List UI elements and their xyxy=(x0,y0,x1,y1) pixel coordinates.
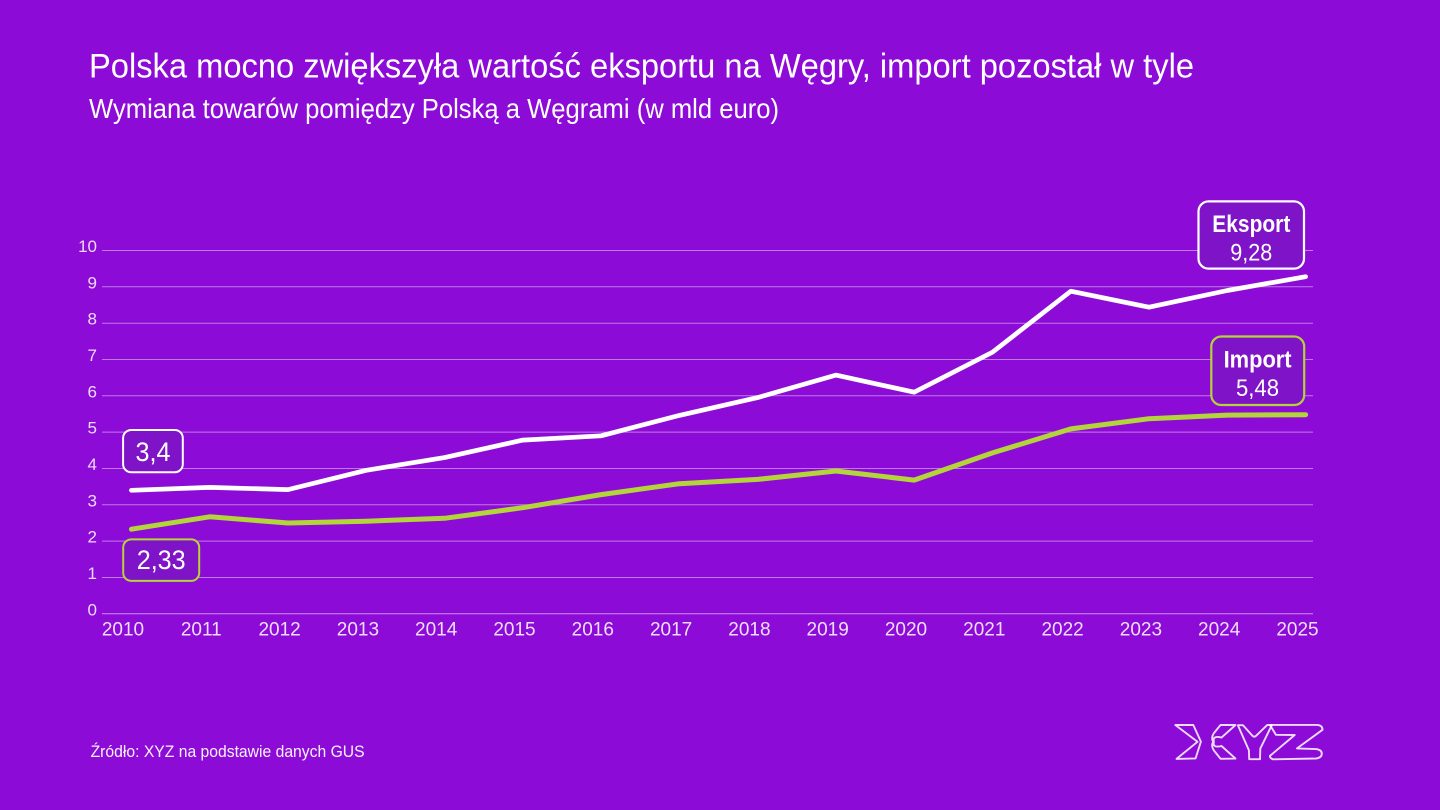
svg-text:2023: 2023 xyxy=(1120,620,1162,641)
svg-text:2010: 2010 xyxy=(102,620,144,641)
svg-text:6: 6 xyxy=(88,382,97,401)
svg-text:2020: 2020 xyxy=(885,620,927,641)
svg-text:9: 9 xyxy=(88,273,97,292)
svg-text:3: 3 xyxy=(88,491,97,510)
svg-text:2018: 2018 xyxy=(728,620,770,641)
svg-text:1: 1 xyxy=(88,564,97,583)
svg-text:Polska mocno zwiększyła wartoś: Polska mocno zwiększyła wartość eksportu… xyxy=(89,48,1194,86)
svg-text:2015: 2015 xyxy=(493,620,535,641)
svg-text:Import: Import xyxy=(1224,346,1292,373)
svg-text:7: 7 xyxy=(88,346,97,365)
svg-text:2024: 2024 xyxy=(1198,620,1241,641)
svg-text:2017: 2017 xyxy=(650,620,692,641)
svg-text:2021: 2021 xyxy=(963,620,1005,641)
svg-text:8: 8 xyxy=(88,310,97,329)
svg-text:Wymiana towarów pomiędzy Polsk: Wymiana towarów pomiędzy Polską a Węgram… xyxy=(89,93,779,124)
svg-text:10: 10 xyxy=(78,237,97,256)
svg-text:2016: 2016 xyxy=(572,620,614,641)
svg-text:2: 2 xyxy=(88,528,97,547)
svg-text:3,4: 3,4 xyxy=(136,437,171,467)
svg-text:2014: 2014 xyxy=(415,620,458,641)
svg-text:2013: 2013 xyxy=(337,620,379,641)
svg-text:2025: 2025 xyxy=(1276,620,1318,641)
svg-text:4: 4 xyxy=(88,455,97,474)
svg-text:2019: 2019 xyxy=(807,620,849,641)
svg-text:Źródło: XYZ na podstawie danyc: Źródło: XYZ na podstawie danych GUS xyxy=(91,742,365,761)
svg-text:2,33: 2,33 xyxy=(137,545,186,575)
svg-text:5: 5 xyxy=(88,419,97,438)
svg-text:2022: 2022 xyxy=(1041,620,1083,641)
svg-text:9,28: 9,28 xyxy=(1230,240,1272,267)
svg-text:0: 0 xyxy=(88,600,97,619)
svg-text:5,48: 5,48 xyxy=(1236,375,1279,402)
svg-text:2011: 2011 xyxy=(181,620,222,641)
svg-text:Eksport: Eksport xyxy=(1212,211,1290,238)
svg-text:2012: 2012 xyxy=(258,620,300,641)
